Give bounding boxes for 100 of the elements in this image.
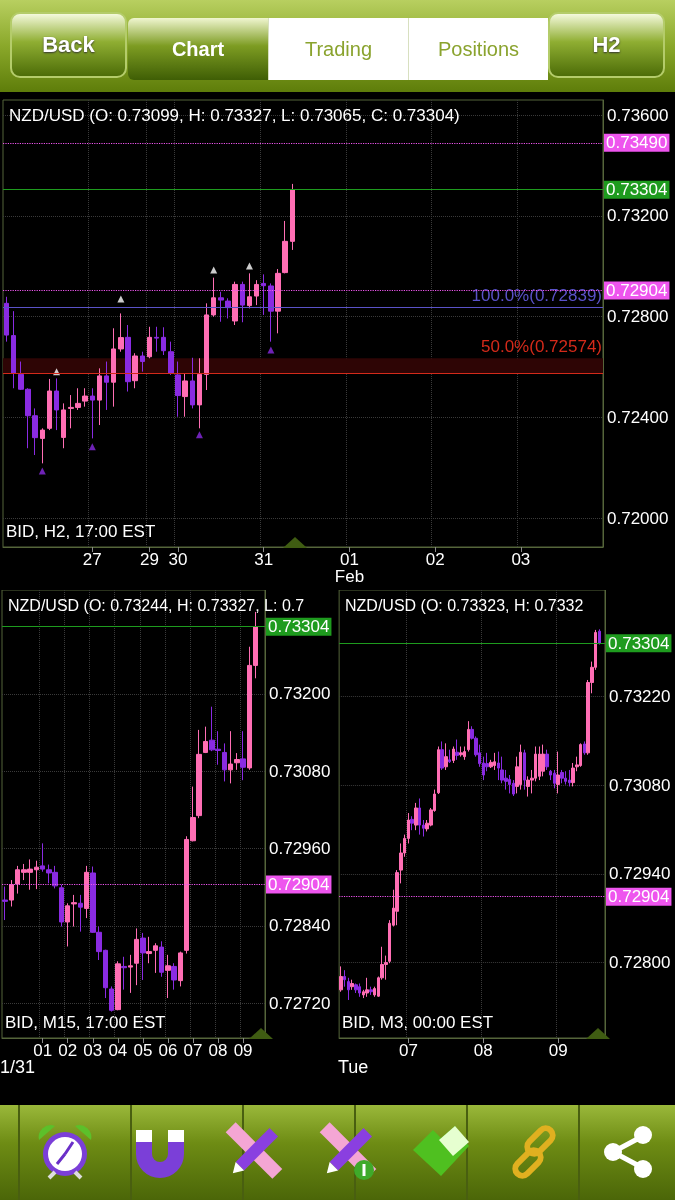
candlestick bbox=[343, 969, 346, 988]
candlestick bbox=[508, 774, 511, 794]
candlestick bbox=[118, 312, 124, 353]
candlestick bbox=[182, 372, 188, 418]
candlestick bbox=[261, 273, 266, 316]
candlestick bbox=[111, 327, 116, 408]
x-tick-label: 31 bbox=[254, 550, 274, 569]
candlestick bbox=[523, 749, 526, 791]
candlestick bbox=[132, 352, 138, 389]
x-tick-label: 09 bbox=[233, 1041, 253, 1060]
y-tick-label: 0.72840 bbox=[269, 916, 331, 936]
candlestick bbox=[437, 746, 440, 795]
candlestick bbox=[369, 986, 373, 996]
candlestick bbox=[240, 730, 246, 781]
x-tick-label: 07 bbox=[398, 1041, 418, 1060]
chart-title: NZD/USD (O: 0.73244, H: 0.73327, L: 0.7 bbox=[8, 596, 305, 614]
candlestick bbox=[579, 742, 582, 768]
candlestick bbox=[440, 740, 444, 771]
candlestick bbox=[365, 977, 369, 998]
y-tick-label: 0.72000 bbox=[607, 508, 669, 528]
candlestick bbox=[147, 326, 152, 359]
candlestick bbox=[254, 279, 259, 306]
y-tick-label: 0.73200 bbox=[269, 684, 331, 704]
candlestick bbox=[228, 730, 233, 784]
candlestick bbox=[444, 742, 448, 771]
point bbox=[210, 266, 218, 274]
point bbox=[117, 295, 125, 303]
candlestick bbox=[222, 742, 227, 782]
candlestick bbox=[568, 769, 571, 787]
candlestick bbox=[153, 942, 158, 974]
x-tick-label: 05 bbox=[133, 1041, 153, 1060]
candlestick bbox=[165, 954, 171, 999]
candlestick bbox=[196, 729, 202, 819]
candlestick bbox=[82, 387, 88, 408]
text: Tue bbox=[338, 1057, 369, 1077]
point bbox=[245, 262, 253, 270]
x-tick-label: 08 bbox=[208, 1041, 228, 1060]
y-tick-label: 0.72960 bbox=[269, 838, 331, 858]
candlestick bbox=[282, 220, 288, 274]
candlestick bbox=[418, 797, 421, 836]
candlestick bbox=[290, 183, 295, 251]
annotation: 100.0%(0.72839) bbox=[471, 285, 603, 305]
candlestick bbox=[11, 310, 16, 389]
candlestick bbox=[171, 962, 177, 991]
candlestick bbox=[84, 865, 89, 919]
candlestick bbox=[211, 277, 216, 318]
ref-line-label: 0.72904 bbox=[268, 875, 330, 895]
candlestick bbox=[560, 769, 564, 784]
y-tick-label: 0.72800 bbox=[609, 953, 671, 973]
y-tick-label: 0.73080 bbox=[609, 775, 671, 795]
chart-title: NZD/USD (O: 0.73099, H: 0.73327, L: 0.73065, C: 0.73304) bbox=[9, 106, 460, 125]
candlestick bbox=[358, 983, 361, 998]
y-tick-label: 0.73600 bbox=[607, 105, 669, 125]
y-tick-label: 0.72940 bbox=[609, 864, 671, 884]
nav-button: Back bbox=[10, 12, 127, 78]
x-tick-label: 01 bbox=[33, 1041, 53, 1060]
candlestick bbox=[350, 979, 354, 991]
candlestick bbox=[448, 749, 451, 764]
x-tick-label: 02 bbox=[58, 1041, 78, 1060]
candlestick bbox=[197, 357, 202, 429]
candlestick bbox=[178, 951, 183, 987]
nav-button: H2 bbox=[548, 12, 665, 78]
x-tick-label: 06 bbox=[158, 1041, 178, 1060]
candlestick bbox=[234, 752, 240, 771]
candlestick bbox=[4, 296, 9, 343]
candlestick bbox=[275, 268, 281, 334]
candlestick bbox=[54, 377, 59, 431]
candlestick bbox=[121, 956, 127, 991]
x-tick-label: 03 bbox=[511, 550, 531, 569]
candlestick bbox=[204, 302, 209, 391]
candlestick bbox=[232, 281, 238, 326]
candlestick bbox=[159, 940, 164, 978]
annotation: 50.0%(0.72574) bbox=[481, 337, 603, 357]
candlestick bbox=[78, 894, 83, 933]
candlestick bbox=[2, 886, 8, 921]
candlestick bbox=[115, 960, 121, 1011]
x-tick-label: 01 Feb bbox=[334, 550, 365, 586]
candlestick bbox=[161, 326, 166, 356]
y-tick-label: 0.72720 bbox=[269, 993, 331, 1013]
candlestick bbox=[154, 326, 159, 353]
y-tick-label: 0.72800 bbox=[607, 307, 669, 327]
candlestick bbox=[512, 779, 515, 797]
tab-button: Chart bbox=[128, 18, 268, 80]
candlestick bbox=[455, 739, 459, 761]
candlestick bbox=[545, 749, 549, 771]
candlestick bbox=[467, 720, 470, 753]
candlestick bbox=[134, 927, 139, 986]
candlestick bbox=[268, 282, 274, 343]
y-tick-label: 0.73200 bbox=[607, 206, 669, 226]
x-tick-label: 07 bbox=[183, 1041, 203, 1060]
x-tick-label: 08 bbox=[473, 1041, 493, 1060]
candlestick bbox=[104, 361, 109, 411]
candlestick bbox=[175, 361, 181, 418]
candlestick bbox=[497, 751, 500, 781]
candlestick bbox=[459, 746, 463, 758]
candlestick bbox=[247, 272, 252, 309]
candlestick bbox=[109, 985, 114, 1013]
candlestick bbox=[71, 894, 77, 927]
candlestick bbox=[598, 628, 601, 645]
x-tick-label: 09 bbox=[548, 1041, 568, 1060]
